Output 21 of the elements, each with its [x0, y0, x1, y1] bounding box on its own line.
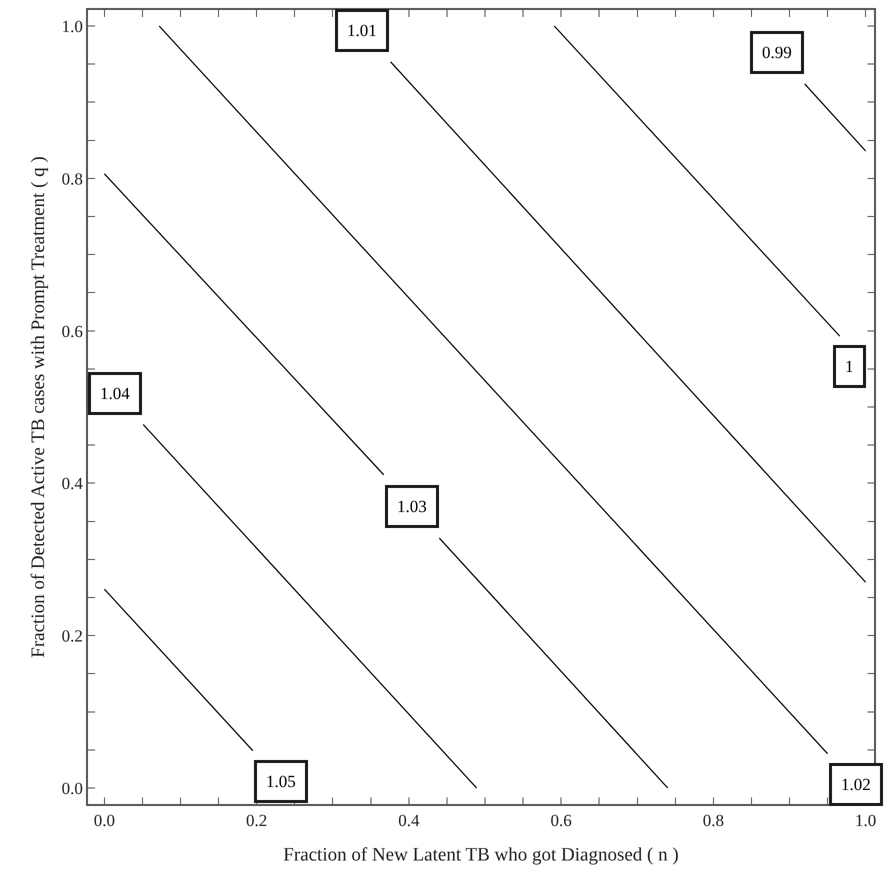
series-label: 1.01	[347, 21, 377, 40]
series-label: 1.05	[266, 772, 296, 791]
y-tick-label: 0.8	[62, 169, 83, 188]
series-label: 1.04	[100, 384, 130, 403]
series-label: 1	[845, 357, 854, 376]
y-axis-title: Fraction of Detected Active TB cases with Prompt Treatment ( q )	[28, 156, 49, 658]
y-tick-label: 0.0	[62, 778, 83, 798]
x-tick-label: 0.6	[550, 811, 572, 830]
series-label: 1.03	[397, 497, 427, 516]
y-tick-label: 0.6	[62, 322, 83, 341]
x-tick-label: 0.2	[246, 811, 268, 830]
y-tick-label: 0.4	[62, 474, 84, 494]
x-tick-label: 0.4	[398, 811, 420, 830]
x-tick-label: 0.0	[94, 811, 115, 830]
series-label: 0.99	[762, 43, 792, 62]
x-tick-label: 0.8	[702, 811, 724, 830]
y-tick-label: 0.2	[62, 626, 83, 646]
x-tick-label: 1.0	[855, 811, 876, 830]
y-tick-label: 1.0	[62, 16, 83, 36]
series-label: 1.02	[841, 775, 871, 794]
x-axis-title: Fraction of New Latent TB who got Diagnosed ( n )	[283, 844, 679, 866]
